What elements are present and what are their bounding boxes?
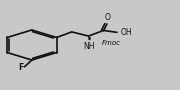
Text: Fmoc: Fmoc xyxy=(101,40,120,46)
Text: O: O xyxy=(105,13,111,22)
Text: F: F xyxy=(19,63,24,72)
Text: OH: OH xyxy=(121,28,133,37)
Text: NH: NH xyxy=(84,42,95,51)
